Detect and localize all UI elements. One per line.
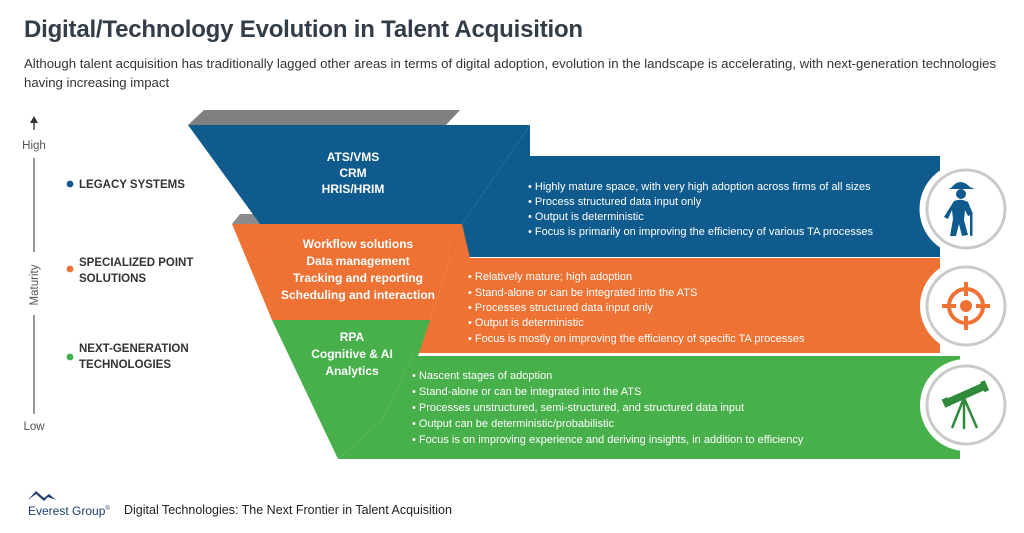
page-title: Digital/Technology Evolution in Talent A… (24, 16, 583, 43)
nextgen-dot (66, 353, 74, 361)
nextgen-bullet: • Processes unstructured, semi-structure… (412, 402, 744, 414)
legacy-bullet: • Focus is primarily on improving the ef… (528, 226, 874, 238)
footer-text: Digital Technologies: The Next Frontier … (124, 503, 452, 517)
crosshair-target-icon (942, 282, 990, 330)
svg-text:NEXT-GENERATION TECHNOLO: NEXT-GENERATION TECHNOLOGIES (79, 343, 192, 371)
axis-low-label: Low (23, 421, 45, 433)
nextgen-funnel-item: RPA (340, 330, 365, 344)
specialized-bullet: • Processes structured data input only (468, 302, 653, 314)
nextgen-funnel-item: Analytics (325, 364, 379, 378)
specialized-bullet: • Stand-alone or can be integrated into … (468, 287, 697, 299)
nextgen-bullet: • Nascent stages of adoption (412, 370, 552, 382)
brand-name: Everest Group (28, 504, 106, 518)
maturity-axis: High Maturity Low (22, 116, 46, 433)
legacy-shadow (188, 110, 460, 125)
specialized-icon-badge (920, 260, 1012, 352)
legacy-funnel-item: HRIS/HRIM (322, 182, 385, 196)
specialized-bullet: • Focus is mostly on improving the effic… (468, 333, 805, 345)
legacy-funnel-tier (188, 125, 530, 224)
specialized-bullet: • Output is deterministic (468, 317, 584, 329)
nextgen-band (338, 320, 960, 459)
legacy-bullet: • Process structured data input only (528, 196, 702, 208)
legacy-bullet: • Highly mature space, with very high ad… (528, 181, 871, 193)
svg-text:LEGACY SYSTEMS: LEGACY SYSTEMS (79, 179, 185, 191)
axis-high-label: High (22, 140, 46, 152)
elderly-person-with-cane-icon (944, 182, 975, 236)
legacy-bullet: • Output is deterministic (528, 211, 644, 223)
nextgen-category-label-line2: TECHNOLOGIES (79, 359, 171, 371)
legacy-icon-badge (919, 162, 1013, 256)
nextgen-icon-badge (920, 359, 1012, 451)
specialized-category-label-line1: SPECIALIZED POINT (79, 257, 193, 269)
specialized-band (408, 224, 940, 353)
page-subtitle: Although talent acquisition has traditio… (24, 56, 997, 90)
specialized-funnel-tier (232, 224, 462, 320)
nextgen-funnel-item: Cognitive & AI (311, 347, 393, 361)
specialized-bullet: • Relatively mature; high adoption (468, 271, 632, 283)
specialized-dot (66, 265, 74, 273)
legacy-funnel-item: ATS/VMS (327, 150, 379, 164)
legacy-band (435, 125, 940, 257)
tier-label-legacy: LEGACY SYSTEMS (66, 179, 185, 191)
tier-label-specialized: SPECIALIZED POINT SOLUTIONS (66, 257, 197, 285)
axis-title: Maturity (29, 264, 41, 305)
specialized-category-label-line2: SOLUTIONS (79, 273, 146, 285)
specialized-funnel-item: Data management (306, 254, 409, 268)
nextgen-funnel-tier (272, 320, 430, 459)
everest-group-logo: Everest Group® (28, 491, 110, 518)
nextgen-category-label-line1: NEXT-GENERATION (79, 343, 189, 355)
nextgen-bullet: • Output can be deterministic/probabilis… (412, 418, 614, 430)
brand-mark: ® (105, 505, 110, 512)
legacy-dot (66, 180, 74, 188)
legacy-category-label: LEGACY SYSTEMS (79, 179, 185, 191)
specialized-funnel-item: Workflow solutions (303, 237, 414, 251)
specialized-funnel-item: Scheduling and interaction (281, 288, 435, 302)
legacy-funnel-item: CRM (339, 166, 366, 180)
svg-text:Everest Group®: Everest Group® (28, 504, 110, 518)
svg-text:SPECIALIZED POINT SOLUTI: SPECIALIZED POINT SOLUTIONS (79, 257, 197, 285)
nextgen-bullet: • Stand-alone or can be integrated into … (412, 386, 641, 398)
tier-label-nextgen: NEXT-GENERATION TECHNOLOGIES (66, 343, 192, 371)
nextgen-bullet: • Focus is on improving experience and d… (412, 434, 804, 446)
specialized-funnel-item: Tracking and reporting (293, 271, 423, 285)
telescope-icon (941, 380, 990, 429)
